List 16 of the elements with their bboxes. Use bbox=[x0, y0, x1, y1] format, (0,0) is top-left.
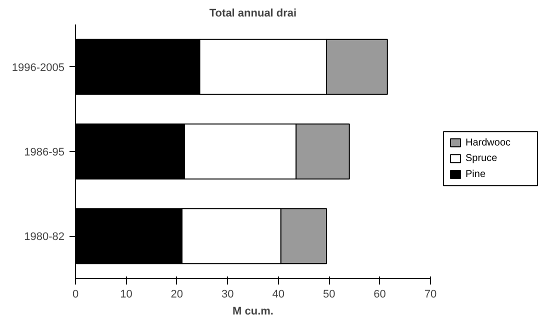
y-tick-label: 1996-2005 bbox=[12, 62, 65, 74]
x-tick-label: 20 bbox=[170, 288, 184, 300]
x-tick-label: 60 bbox=[374, 288, 386, 300]
x-tick-label: 0 bbox=[72, 288, 79, 300]
x-tick-label: 10 bbox=[120, 288, 132, 300]
legend-label: Hardwooc bbox=[466, 137, 511, 148]
y-tick-label: 1986-95 bbox=[24, 146, 65, 158]
x-axis-title: M cu.m. bbox=[232, 306, 274, 318]
y-tick-label: 1980-82 bbox=[24, 231, 65, 244]
x-tick-label: 50 bbox=[322, 288, 336, 300]
x-tick-label: 40 bbox=[272, 288, 284, 300]
chart-title: Total annual drai bbox=[209, 8, 297, 20]
x-tick-label: 30 bbox=[222, 288, 234, 300]
x-tick-label: 70 bbox=[424, 288, 437, 300]
legend-label: Spruce bbox=[466, 153, 498, 164]
legend-label: Pine bbox=[466, 169, 486, 180]
